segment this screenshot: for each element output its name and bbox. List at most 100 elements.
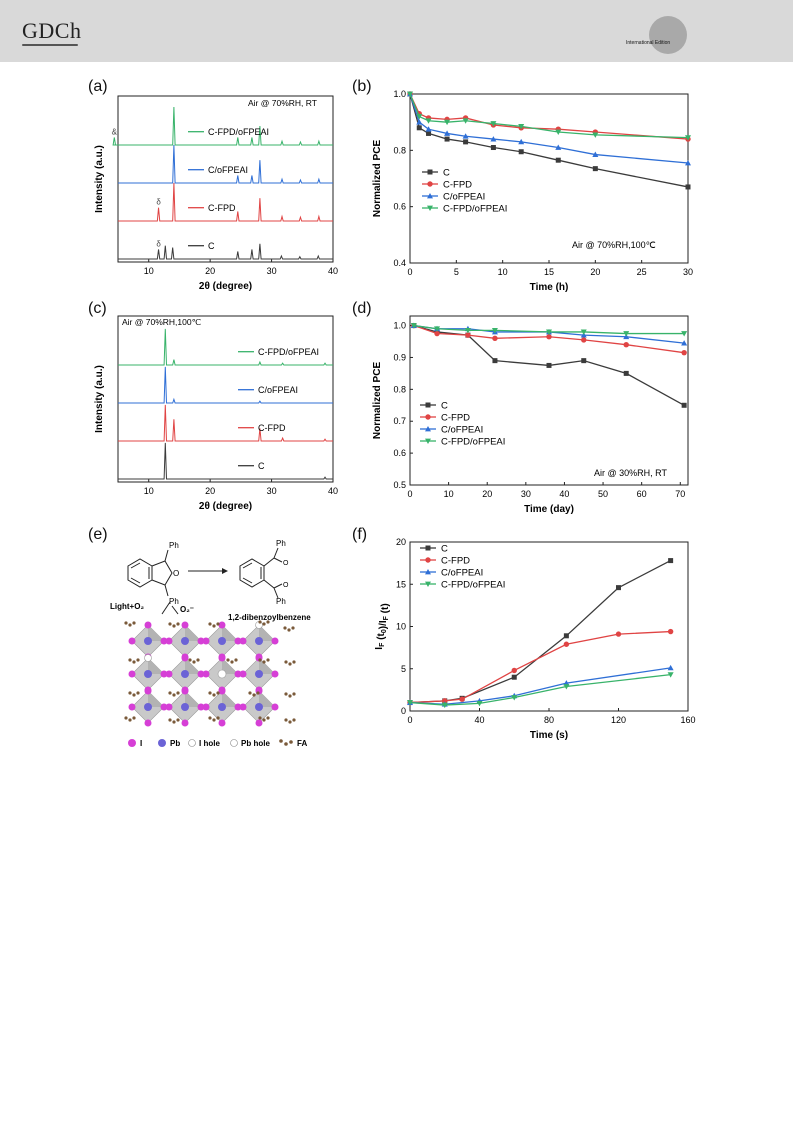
ketone-o-top: O — [283, 560, 289, 567]
iodide-atom — [181, 621, 189, 629]
data-point — [434, 326, 441, 332]
legend-marker — [425, 545, 431, 551]
fa-atom — [284, 718, 288, 722]
y-tick-label: 0 — [401, 706, 406, 716]
pb-atom — [181, 703, 189, 711]
data-point — [681, 402, 687, 408]
y-tick-label: 10 — [396, 622, 406, 632]
data-point — [685, 160, 691, 166]
oxygen-label: O — [173, 569, 179, 578]
data-point — [511, 667, 517, 674]
pb-atom — [144, 703, 152, 711]
fa-atom — [172, 693, 176, 697]
y-tick-label: 15 — [396, 579, 406, 589]
iodide-atom — [239, 670, 247, 678]
plot-frame — [117, 315, 334, 483]
data-point — [667, 672, 674, 678]
data-point — [668, 558, 674, 564]
x-tick-label: 15 — [544, 267, 554, 277]
iodide-atom — [165, 703, 173, 711]
light-arrow — [161, 601, 171, 615]
legend-marker — [425, 438, 431, 444]
data-point — [416, 125, 422, 131]
legend-label: C — [443, 168, 450, 179]
fa-atom — [266, 658, 270, 662]
series-line — [409, 93, 689, 139]
x-axis-label: Time (day) — [524, 504, 574, 515]
data-point — [685, 135, 691, 141]
pb-atom — [255, 670, 263, 678]
series-cfpd — [407, 628, 674, 706]
legend-fa-label: FA — [297, 739, 307, 748]
data-point — [555, 157, 561, 163]
data-point — [580, 329, 587, 335]
data-point — [462, 133, 469, 139]
light-o2-label: Light+O₂ — [110, 602, 144, 611]
x-tick-label: 40 — [328, 486, 338, 496]
fa-atom — [212, 693, 216, 697]
y-axis-label: IF (t0)/IF (t) — [374, 603, 391, 649]
series-line — [413, 324, 685, 335]
x-tick-label: 120 — [611, 715, 626, 725]
iodide-atom — [181, 687, 189, 695]
chart-b-pce-vs-hours: 0 5 10 15 20 25 30 0.4 0.6 0.8 1.0 Time (h) Normaliz… — [372, 89, 693, 293]
series-cfpdofpeai — [407, 672, 674, 709]
fa-atom — [208, 622, 212, 626]
x-tick-label: 5 — [454, 267, 459, 277]
fa-atom — [208, 716, 212, 720]
series-line — [409, 674, 671, 706]
trace-label: C-FPD — [258, 423, 286, 433]
fa-atom — [168, 718, 172, 722]
fa-atom — [128, 623, 132, 627]
x-tick-label: 160 — [680, 715, 695, 725]
y-tick-label: 0.6 — [393, 202, 406, 212]
fa-atom — [128, 658, 132, 662]
panel-letter-d: (d) — [352, 300, 372, 317]
data-point — [490, 145, 496, 151]
legend-marker — [425, 581, 431, 587]
x-tick-label: 40 — [474, 715, 484, 725]
iodide-atom — [197, 703, 205, 711]
fa-atom — [258, 658, 262, 662]
plot-frame — [409, 315, 689, 486]
iodide-atom — [160, 670, 168, 678]
y-tick-label: 0.9 — [393, 352, 406, 362]
series-line — [409, 667, 671, 705]
fa-atom — [288, 662, 292, 666]
panel-letter-a: (a) — [88, 78, 108, 95]
superoxide-label: O₂⁻ — [180, 605, 194, 614]
y-tick-label: 0.4 — [393, 258, 406, 268]
fa-atom — [168, 622, 172, 626]
series-line — [409, 93, 689, 140]
iodide-atom — [144, 719, 152, 727]
annotation: Air @ 70%RH, RT — [248, 98, 317, 108]
x-tick-label: 10 — [444, 489, 454, 499]
legend-label: C/oFPEAI — [443, 192, 485, 203]
series-c — [407, 91, 691, 190]
data-point — [434, 330, 440, 337]
fa-atom — [252, 693, 256, 697]
data-point — [442, 698, 448, 704]
octahedron-face — [185, 658, 201, 674]
iodide-atom — [128, 670, 136, 678]
legend-pb-hole — [230, 739, 238, 747]
y-axis-label: Intensity (a.u.) — [94, 365, 105, 433]
xrd-trace-cofpeai: C/oFPEAI — [118, 366, 333, 404]
legend-i-ball — [128, 739, 136, 747]
data-point — [410, 323, 417, 329]
data-point — [476, 700, 483, 707]
x-tick-label: 10 — [144, 266, 154, 276]
iodide-atom — [202, 637, 210, 645]
iodide-atom — [144, 687, 152, 695]
legend-marker — [425, 426, 431, 432]
data-point — [490, 121, 497, 127]
chart-c-xrd: 10 20 30 40 2θ (degree) Intensity (a.u.) C C-FP… — [94, 315, 338, 512]
x-tick-label: 20 — [205, 486, 215, 496]
xrd-trace-c: Cδ — [118, 240, 333, 260]
data-point — [563, 641, 570, 647]
reaction-arrowhead — [222, 568, 228, 574]
x-tick-label: 80 — [544, 715, 554, 725]
iodide-atom — [218, 654, 226, 662]
legend-i-hole-label: I hole — [199, 739, 220, 748]
